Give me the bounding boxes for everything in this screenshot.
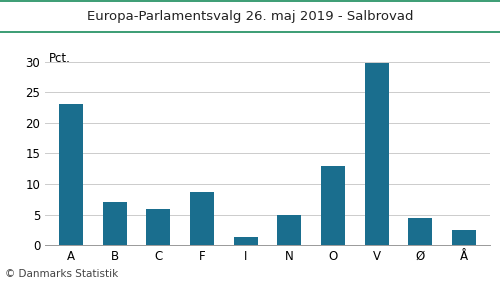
Text: Europa-Parlamentsvalg 26. maj 2019 - Salbrovad: Europa-Parlamentsvalg 26. maj 2019 - Sal… [87,10,413,23]
Text: © Danmarks Statistik: © Danmarks Statistik [5,269,118,279]
Bar [190,192,214,245]
Bar [364,63,388,245]
Bar [146,209,171,245]
Bar [452,230,476,245]
Bar [59,104,83,245]
Bar [234,237,258,245]
Text: Pct.: Pct. [50,52,71,65]
Bar [408,218,432,245]
Bar [103,202,127,245]
Bar [321,166,345,245]
Bar [278,215,301,245]
